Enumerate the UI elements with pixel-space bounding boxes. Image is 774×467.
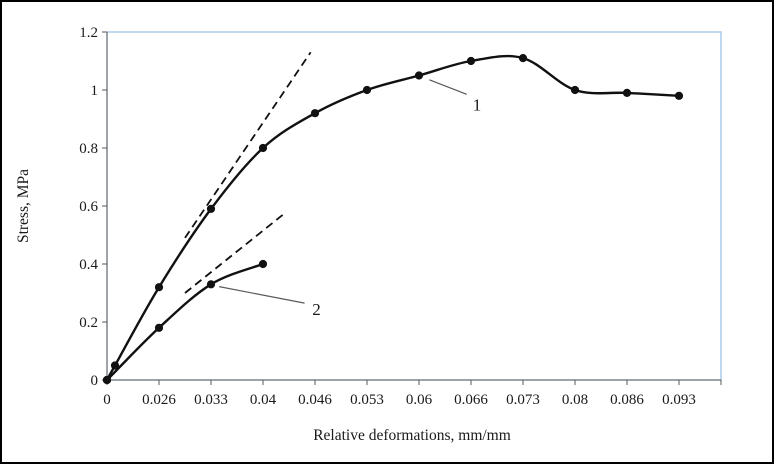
y-tick-label: 0.8 [79,141,98,157]
series-2-marker [154,323,164,332]
curve-label-2: 2 [312,300,321,319]
leader-line-curve-2 [219,286,305,304]
x-tick-label: 0.073 [506,392,540,408]
tangent-line-2 [184,212,286,294]
plot-layer: 0 0.2 0.4 0.6 0.8 1 1.2 0 0.026 0.033 0.04 0.046 0.0… [79,25,722,408]
x-tick-label: 0.08 [562,392,588,408]
series-1-marker [622,88,632,97]
y-tick-label: 1.2 [79,25,98,41]
series-1-marker [258,143,268,153]
series-2-marker [258,259,268,269]
series-2-marker [206,280,216,289]
series-1-line [105,54,681,382]
x-tick-label: 0.033 [194,392,228,408]
x-tick-label: 0.04 [250,392,277,408]
series-1-marker [414,71,424,80]
curve-label-1: 1 [473,96,482,115]
x-tick-label: 0.046 [298,392,332,408]
y-tick-label: 0.4 [79,257,98,273]
x-tick-label: 0.093 [662,392,696,408]
x-tick-label: 0.06 [406,392,433,408]
y-tick-label: 0.2 [79,315,98,331]
x-tick-label: 0.026 [142,392,176,408]
x-tick-label: 0.053 [350,392,384,408]
tangent-line-1 [184,51,312,239]
series-1-marker [362,85,372,95]
y-tick-label: 0.6 [79,199,98,215]
series-2-marker [102,375,112,385]
x-tick-label: 0.066 [454,392,488,408]
stress-strain-chart: 0 0.2 0.4 0.6 0.8 1 1.2 0 0.026 0.033 0.04 0.046 0.0… [15,25,722,444]
y-axis-title: Stress, MPa [15,169,32,243]
x-tick-label: 0.086 [610,392,644,408]
series-2-line [105,262,265,382]
y-tick-label: 1 [91,83,99,99]
series-1-marker [518,54,528,63]
x-tick-label: 0 [103,392,111,408]
series-1-marker [206,204,216,213]
y-tick-label: 0 [91,373,99,389]
series-1-marker [154,283,164,292]
series-1-marker [310,109,320,118]
series-1-marker [674,91,684,100]
x-axis-title: Relative deformations, mm/mm [313,427,511,444]
leader-line-curve-1 [429,79,467,95]
series-1-marker [570,85,580,95]
series-1-marker [466,56,476,66]
series-1-marker [110,361,120,370]
plot-area-border [106,31,722,381]
